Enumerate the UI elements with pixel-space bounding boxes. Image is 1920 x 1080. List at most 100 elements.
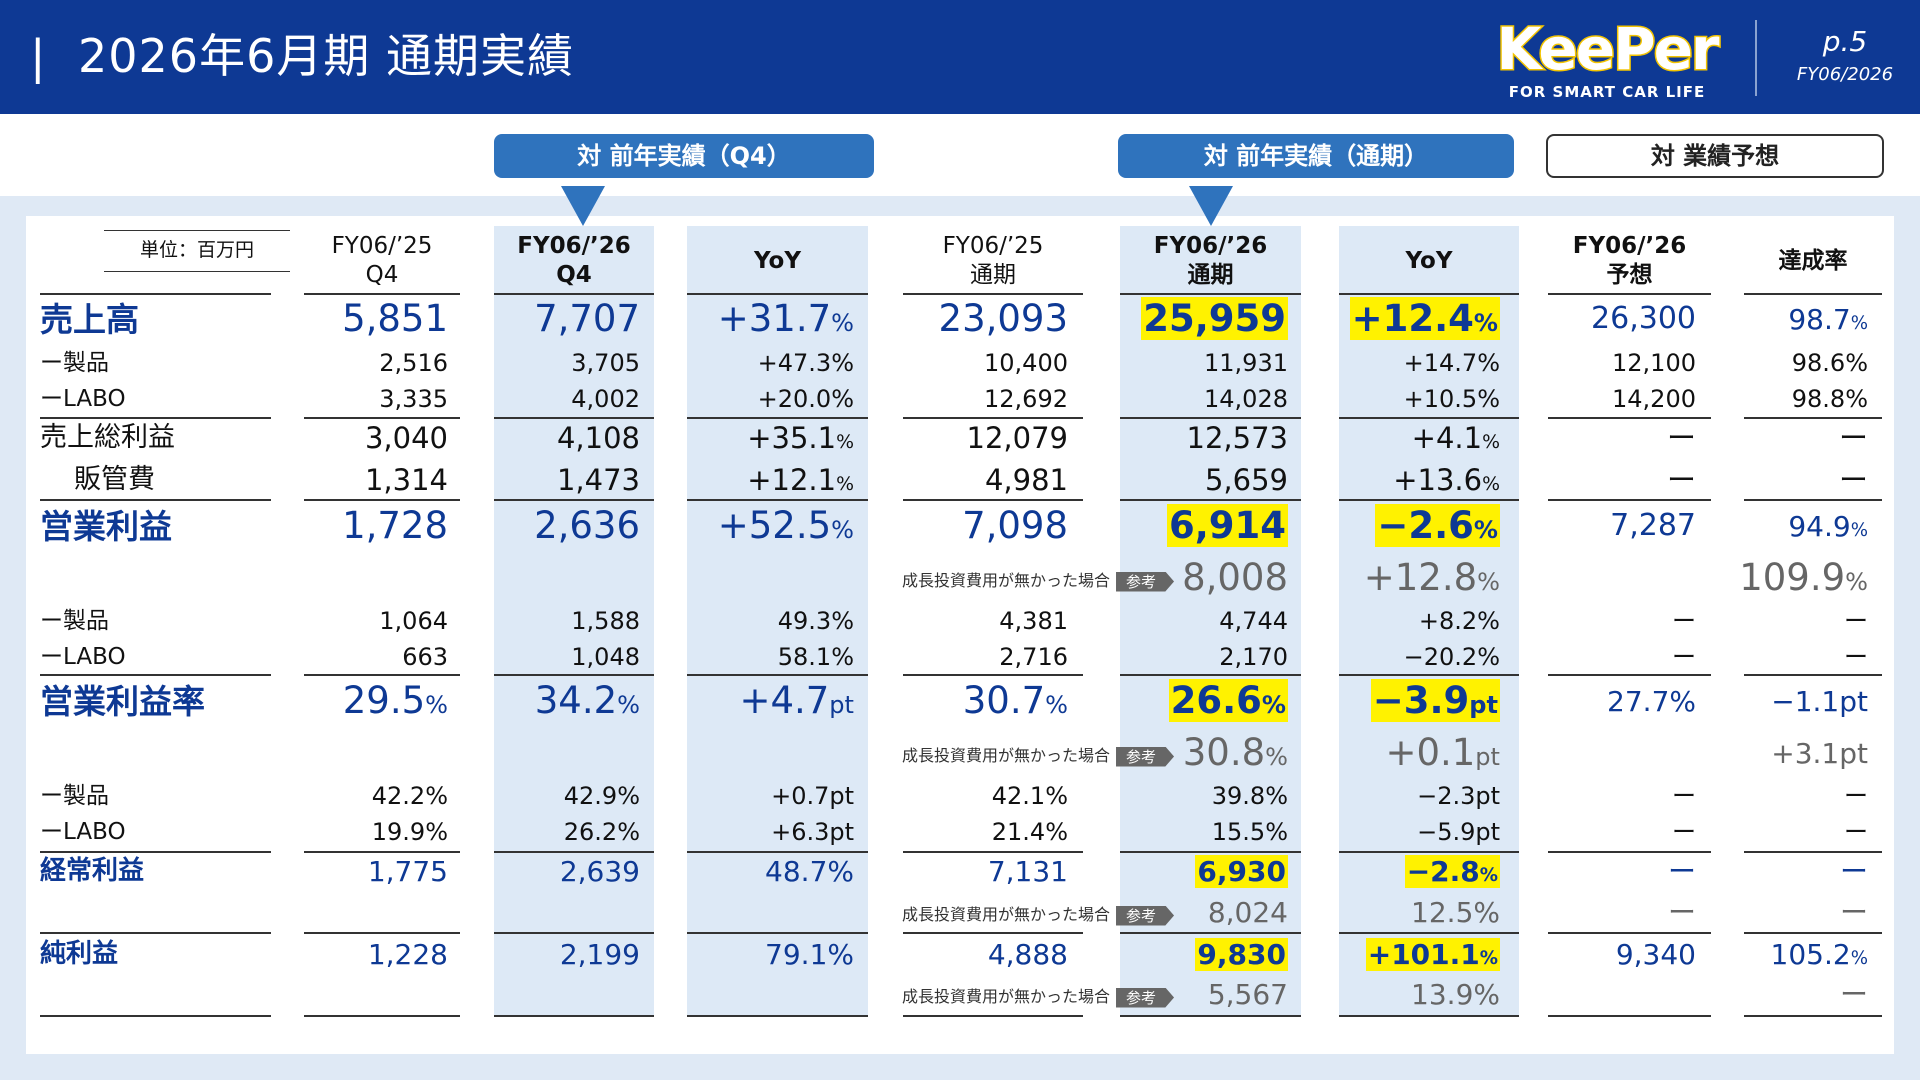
cell-value: +4.7 xyxy=(739,679,830,723)
cell-c5: 39.8% xyxy=(1212,782,1288,811)
cell-value: ー xyxy=(1844,782,1868,811)
cell-value: 30.8 xyxy=(1182,731,1266,775)
row-label: ー製品 xyxy=(40,349,109,376)
col-header-q4-yoy: YoY xyxy=(687,230,868,292)
cell-value: 2,639 xyxy=(559,854,640,888)
table-rule xyxy=(903,293,1083,295)
col-header-line: 達成率 xyxy=(1778,247,1848,274)
cell-c4: 21.4% xyxy=(992,818,1068,847)
highlight-value: 25,959 xyxy=(1141,297,1288,341)
cell-c5: 15.5% xyxy=(1212,818,1288,847)
cell-c7: ー xyxy=(1667,463,1696,498)
table-rule xyxy=(494,1015,654,1017)
cell-value: ー xyxy=(1838,421,1868,456)
cell-value: 7,287 xyxy=(1610,508,1696,544)
col-header-fy25-full: FY06/’25 通期 xyxy=(903,230,1083,292)
slide-header: | 2026年6月期 通期実績 KeePer FOR SMART CAR LIF… xyxy=(0,0,1920,114)
cell-unit: % xyxy=(1479,947,1498,969)
cell-value: 98.7 xyxy=(1788,302,1851,336)
reference-tag: 参考 xyxy=(1116,746,1175,767)
cell-c6: +10.5% xyxy=(1404,385,1500,414)
cell-c2: 4,108 xyxy=(557,421,640,456)
table-rule xyxy=(1744,674,1882,676)
shade-col-q4-2026 xyxy=(494,226,654,1016)
note-text: 成長投資費用が無かった場合 xyxy=(902,746,1111,765)
cell-c4: 12,079 xyxy=(967,421,1068,456)
cell-c4: 4,381 xyxy=(999,607,1068,636)
cell-value: +0.1 xyxy=(1385,731,1476,775)
cell-value: 4,888 xyxy=(987,937,1068,971)
cell-c6: +8.2% xyxy=(1419,607,1500,636)
row-label: 売上高 xyxy=(40,299,139,339)
col-header-line: FY06/’25 xyxy=(331,233,433,259)
cell-c5: 8,008 xyxy=(1182,556,1288,600)
cell-c3: +52.5% xyxy=(718,504,854,552)
table-rule xyxy=(903,417,1083,419)
growth-investment-note: 成長投資費用が無かった場合 参考 xyxy=(902,567,1175,592)
cell-value: ー xyxy=(1672,782,1696,811)
highlight-value: 9,830 xyxy=(1195,937,1288,971)
table-rule xyxy=(494,293,654,295)
cell-value: 12,573 xyxy=(1186,421,1288,456)
cell-c3: +31.7% xyxy=(718,297,854,345)
cell-c1: 3,040 xyxy=(365,421,448,456)
cell-value: 42.1% xyxy=(991,782,1068,811)
header-divider xyxy=(1755,20,1757,96)
cell-value: 8,008 xyxy=(1182,556,1288,600)
table-panel xyxy=(26,216,1894,1054)
table-rule xyxy=(304,293,460,295)
cell-c7: 14,200 xyxy=(1612,385,1696,414)
cell-value: +8.2% xyxy=(1418,607,1500,636)
cell-value: 1,314 xyxy=(364,463,448,498)
table-rule xyxy=(1339,674,1519,676)
cell-c6: 13.9% xyxy=(1411,978,1500,1012)
cell-value: 5,567 xyxy=(1207,977,1288,1011)
cell-value: −2.6 xyxy=(1377,504,1474,548)
cell-value: 1,473 xyxy=(556,463,640,498)
cell-unit: % xyxy=(1845,568,1868,597)
table-rule xyxy=(1744,499,1882,501)
cell-value: 98.8% xyxy=(1791,385,1868,414)
table-rule xyxy=(304,499,460,501)
table-rule xyxy=(903,932,1083,934)
cell-value: 3,040 xyxy=(364,421,448,456)
cell-value: +4.1 xyxy=(1411,421,1483,456)
cell-c7: ー xyxy=(1672,782,1696,811)
cell-value: ー xyxy=(1666,463,1696,498)
cell-c7: 7,287 xyxy=(1610,508,1696,544)
cell-value: +0.7pt xyxy=(771,782,854,811)
col-header-line: Q4 xyxy=(556,262,592,288)
col-header-fy26-full: FY06/’26 通期 xyxy=(1120,230,1301,292)
row-label: ー製品 xyxy=(40,607,109,634)
row-label: 営業利益 xyxy=(40,506,172,546)
cell-value: 2,516 xyxy=(379,349,448,378)
growth-investment-note: 成長投資費用が無かった場合 参考 xyxy=(902,742,1175,767)
cell-c4: 4,981 xyxy=(985,463,1068,498)
cell-c5: 12,573 xyxy=(1187,421,1288,456)
cell-c4: 4,888 xyxy=(988,938,1068,972)
cell-value: ー xyxy=(1667,895,1696,929)
cell-value: +20.0% xyxy=(757,385,854,414)
row-label: 営業利益率 xyxy=(40,681,205,721)
table-rule xyxy=(1744,417,1882,419)
table-rule xyxy=(1120,293,1301,295)
cell-c1: 1,775 xyxy=(368,855,448,889)
table-rule xyxy=(40,499,271,501)
highlight-value: 6,914 xyxy=(1166,504,1288,548)
cell-value: ー xyxy=(1667,854,1696,888)
cell-c8: ー xyxy=(1840,855,1868,889)
cell-c6: −2.6% xyxy=(1375,504,1500,552)
table-rule xyxy=(40,293,271,295)
table-rule xyxy=(1548,417,1711,419)
table-rule xyxy=(1548,932,1711,934)
cell-value: 12.5% xyxy=(1411,895,1500,929)
table-rule xyxy=(304,932,460,934)
cell-c4: 12,692 xyxy=(984,385,1068,414)
cell-value: 42.9% xyxy=(563,782,640,811)
cell-value: ー xyxy=(1839,895,1868,929)
cell-value: +14.7% xyxy=(1403,349,1500,378)
cell-c8: ー xyxy=(1844,607,1868,636)
pill-vs-forecast: 対 業績予想 xyxy=(1546,134,1884,178)
table-rule xyxy=(687,417,868,419)
cell-value: 42.2% xyxy=(371,782,448,811)
